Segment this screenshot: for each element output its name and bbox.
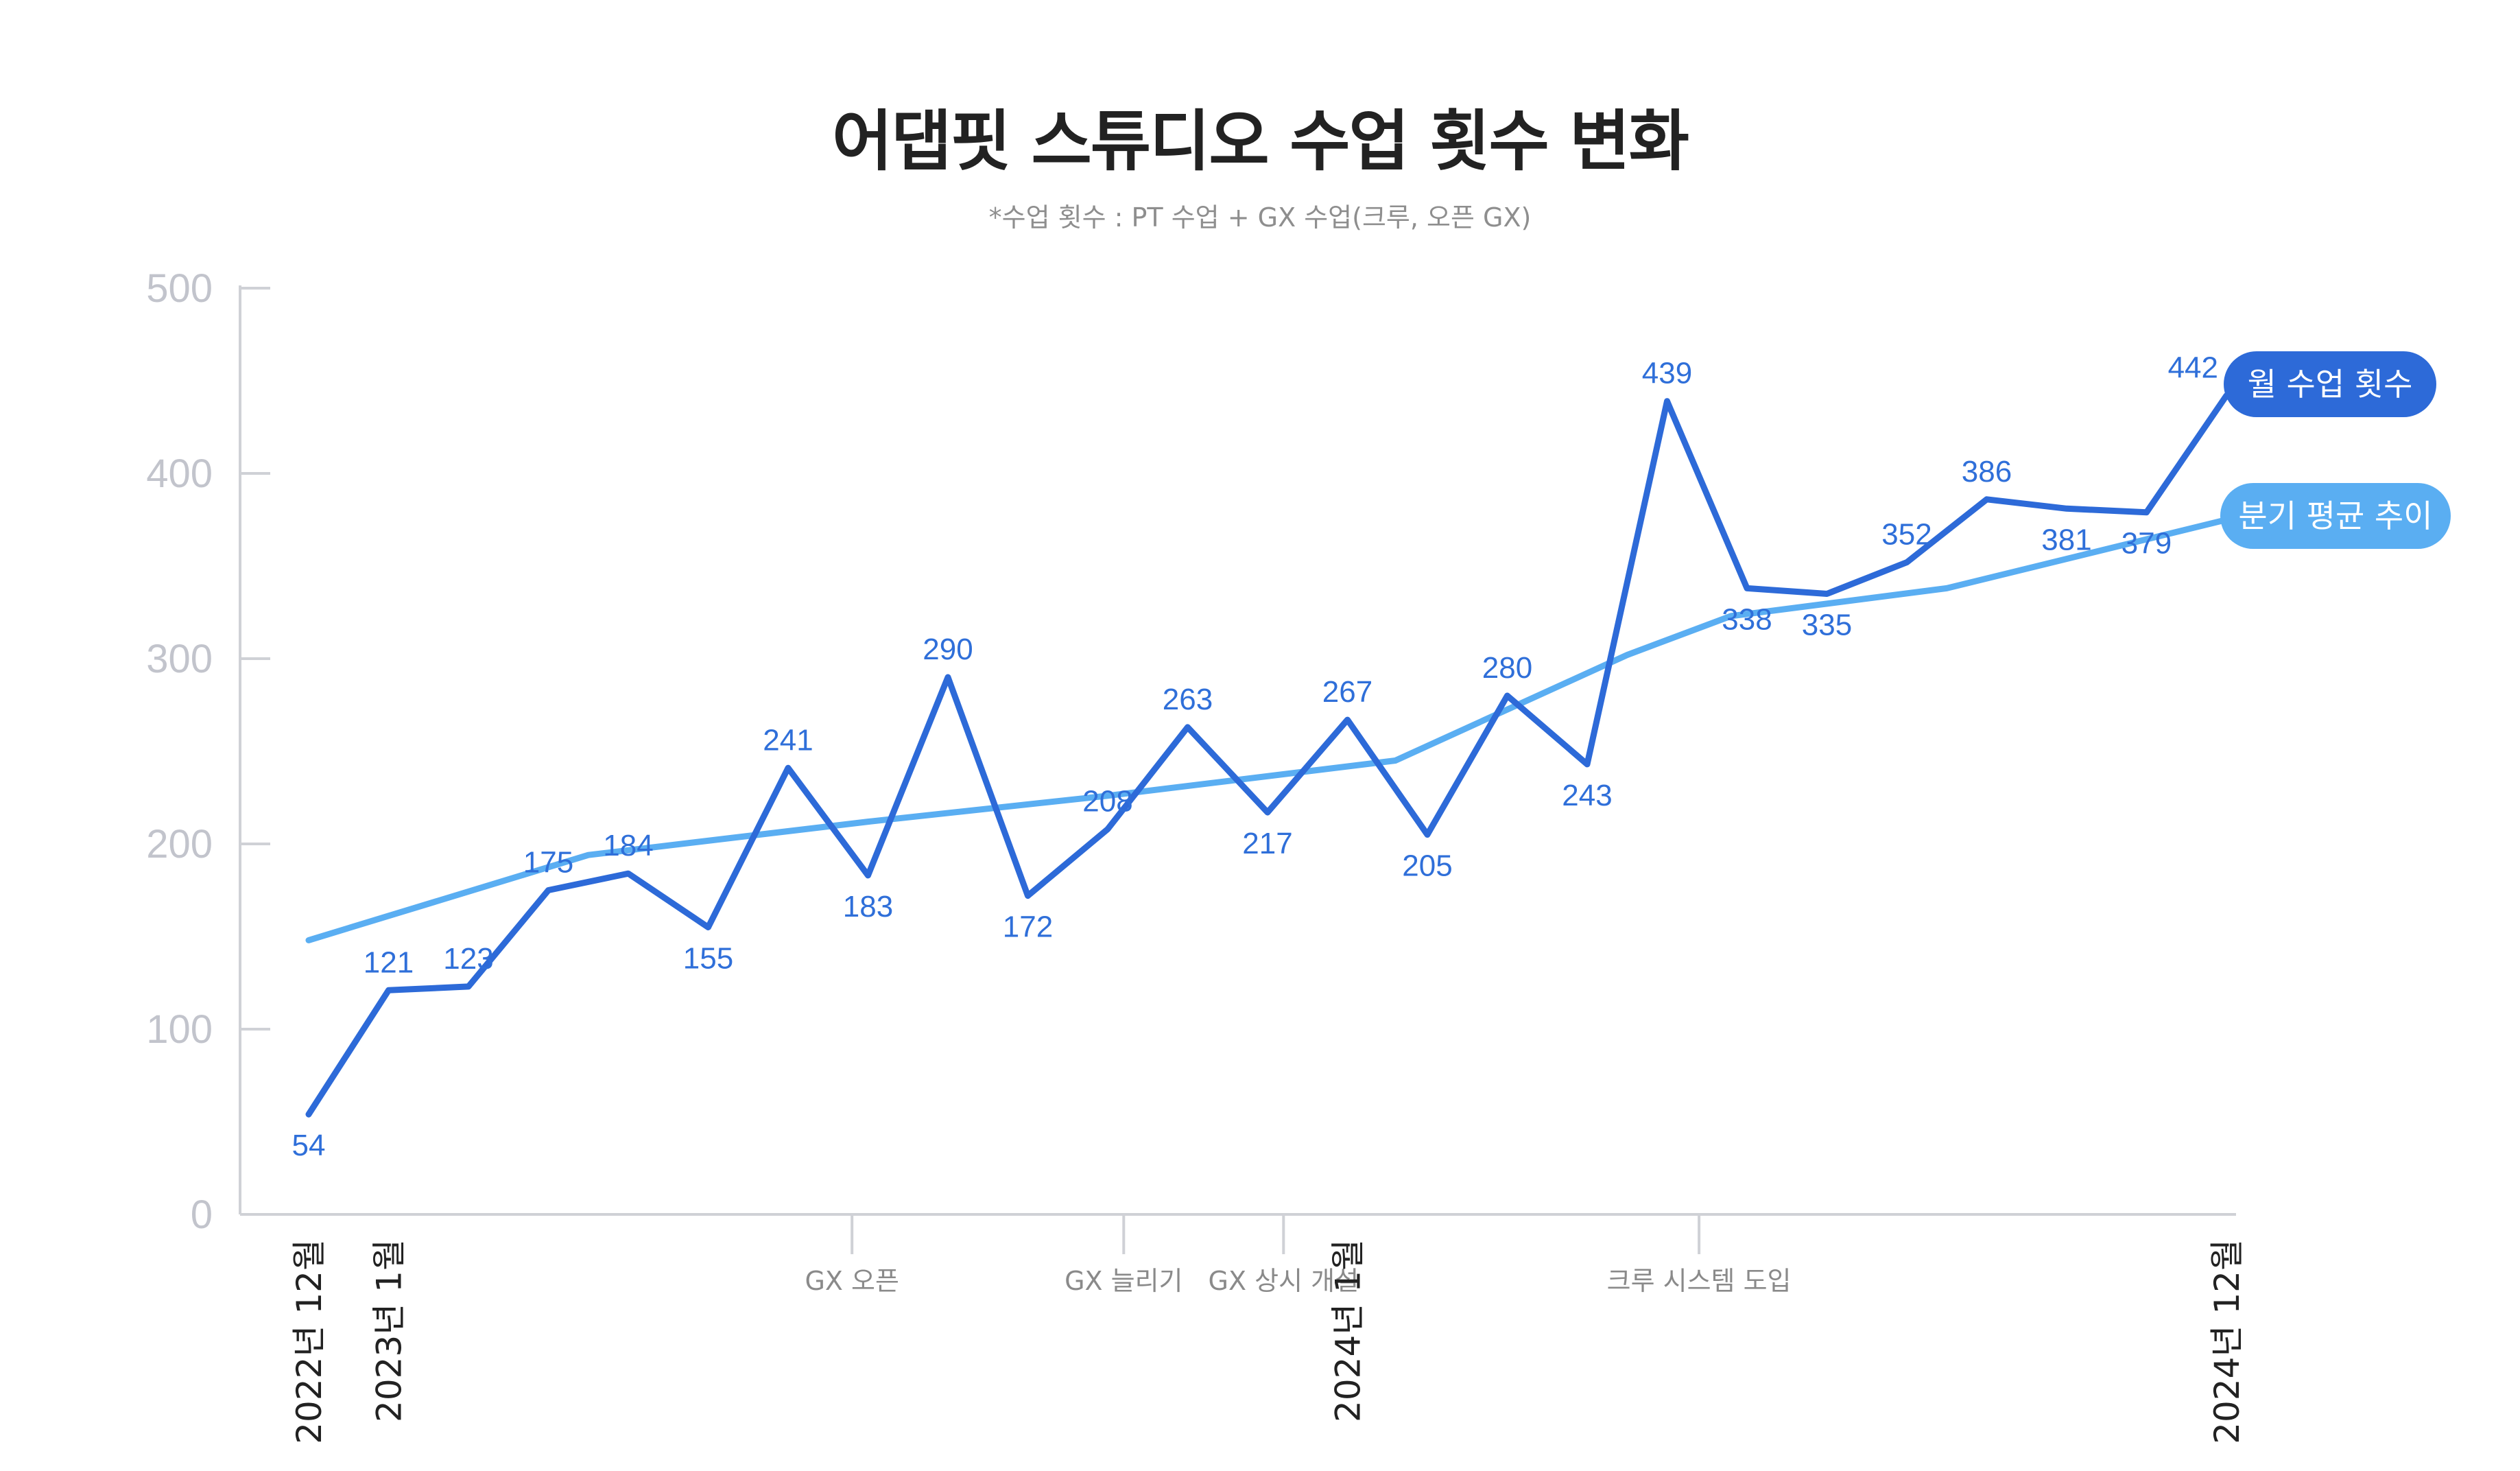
- data-label: 335: [1802, 609, 1852, 642]
- y-tick-label: 100: [146, 1007, 213, 1052]
- data-label: 175: [523, 846, 573, 880]
- monthly-point: [786, 766, 790, 770]
- monthly-point: [1824, 591, 1829, 596]
- legend-average-pill: [2220, 483, 2451, 549]
- data-label: 267: [1322, 675, 1372, 709]
- monthly-point: [307, 1112, 311, 1117]
- data-label: 280: [1482, 651, 1532, 685]
- data-label: 439: [1642, 357, 1692, 390]
- monthly-point: [2065, 506, 2069, 511]
- monthly-point: [386, 988, 391, 993]
- data-label: 338: [1722, 602, 1772, 636]
- data-label: 184: [603, 829, 653, 862]
- data-label: 442: [2168, 351, 2218, 385]
- data-label: 263: [1163, 683, 1213, 716]
- data-label: 123: [443, 942, 493, 976]
- data-label: 217: [1242, 827, 1292, 860]
- monthly-point: [1585, 762, 1589, 766]
- monthly-point: [706, 925, 711, 930]
- event-label: GX 오픈: [805, 1266, 899, 1296]
- date-label: 2024년 12월: [2207, 1239, 2247, 1444]
- data-label: 172: [1003, 910, 1053, 944]
- monthly-point: [2144, 510, 2149, 515]
- date-label: 2023년 1월: [370, 1239, 409, 1422]
- data-label: 386: [1962, 455, 2012, 489]
- monthly-point: [866, 873, 870, 878]
- monthly-series: [305, 392, 2230, 1118]
- data-label: 208: [1082, 784, 1132, 818]
- monthly-series-line: [305, 392, 2230, 1118]
- monthly-point: [1984, 497, 1989, 502]
- data-label: 183: [843, 890, 893, 923]
- data-label: 381: [2041, 523, 2091, 556]
- event-label: 크루 시스템 도입: [1607, 1266, 1792, 1296]
- monthly-point: [1106, 827, 1110, 832]
- date-label: 2022년 12월: [289, 1239, 329, 1444]
- monthly-point: [1345, 718, 1350, 722]
- data-label: 352: [1881, 518, 1931, 552]
- data-label: 290: [923, 633, 973, 666]
- legend-monthly-pill: [2224, 351, 2436, 417]
- chart-title: 어댑핏 스튜디오 수업 횟수 변화: [832, 103, 1689, 180]
- monthly-point: [1185, 725, 1190, 729]
- data-label: 379: [2121, 527, 2172, 561]
- y-tick-label: 300: [146, 637, 213, 681]
- data-label: 241: [763, 723, 813, 757]
- avg-series-line: [305, 517, 2230, 943]
- monthly-point: [1425, 832, 1429, 837]
- monthly-point: [1665, 399, 1669, 403]
- event-label: GX 늘리기: [1065, 1266, 1182, 1296]
- monthly-point: [546, 888, 551, 893]
- monthly-point: [1265, 810, 1270, 815]
- monthly-point: [1505, 694, 1510, 698]
- data-label: 155: [683, 942, 733, 976]
- data-label: 243: [1562, 779, 1612, 812]
- monthly-point: [1745, 586, 1749, 591]
- monthly-point: [466, 984, 471, 989]
- monthly-point: [1025, 893, 1030, 898]
- date-label: 2024년 1월: [1329, 1239, 1368, 1422]
- x-axis-labels: GX 오픈 GX 늘리기 GX 상시 개설 크루 시스템 도입 2022년 12월 202…: [289, 1214, 2247, 1444]
- event-label: GX 상시 개설: [1209, 1266, 1359, 1296]
- y-tick-label: 400: [146, 451, 213, 496]
- chart-subtitle: *수업 횟수 : PT 수업 + GX 수업(크루, 오픈 GX): [988, 202, 1532, 233]
- monthly-point: [1905, 560, 1909, 565]
- monthly-point: [626, 871, 630, 876]
- data-label: 205: [1402, 849, 1452, 883]
- axes: 0 100 200 300 400 500: [146, 266, 2236, 1237]
- y-tick-label: 500: [146, 266, 213, 311]
- data-label: 54: [292, 1129, 326, 1162]
- legend-monthly-label: 월 수업 횟수: [2248, 366, 2413, 403]
- data-labels: 54 121 123 175 184 155 241 183 290 172 208 263 217 26…: [292, 351, 2218, 1163]
- data-label: 121: [364, 945, 414, 979]
- monthly-point: [946, 675, 950, 679]
- quarterly-average-series: [305, 517, 2230, 943]
- y-tick-label: 200: [146, 822, 213, 867]
- legend-average-label: 분기 평균 추이: [2238, 497, 2432, 534]
- y-tick-label: 0: [191, 1192, 213, 1237]
